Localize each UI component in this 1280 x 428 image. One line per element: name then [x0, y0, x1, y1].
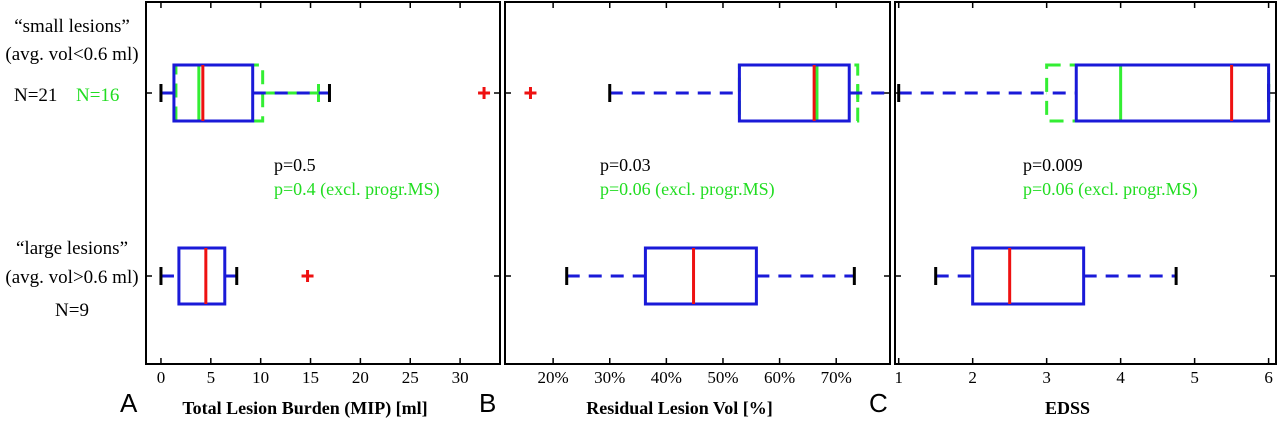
- x-tick-label: 40%: [651, 368, 682, 387]
- x-tick-label: 60%: [764, 368, 795, 387]
- x-tick-label: 6: [1264, 368, 1273, 387]
- panel-c: 1 2 3 4 5 6 p=0.009 p=0.06 (excl. progr.MS) C EDS…: [869, 1, 1277, 418]
- panel-frame: [894, 1, 1277, 365]
- panel-frame: [504, 1, 891, 365]
- large-all-outlier: [301, 270, 314, 282]
- small-lesions-n-excl: N=16: [76, 85, 119, 106]
- panel-b: 20% 30% 40% 50% 60% 70% p=0.03 p=0.06 (excl. pr…: [479, 1, 891, 418]
- x-tick-label: 25: [402, 368, 419, 387]
- large-lesions-subtitle: (avg. vol>0.6 ml): [5, 267, 138, 288]
- small-lesions-title: “small lesions”: [14, 16, 130, 37]
- x-tick-label: 0: [157, 368, 166, 387]
- p-value-excl: p=0.4 (excl. progr.MS): [274, 179, 440, 200]
- large-all-box: [971, 246, 1086, 306]
- panels: 0 5 10 15 20 25 30p=0.5p=0.4 (excl. progr.MS)A…: [120, 1, 1277, 419]
- small-lesions-subtitle: (avg. vol<0.6 ml): [5, 44, 138, 65]
- large-all-box: [177, 246, 227, 306]
- small-excl-box: [737, 63, 860, 123]
- small-excl-box: [174, 63, 265, 123]
- x-tick-label: 5: [1190, 368, 1199, 387]
- box-group: [159, 63, 491, 306]
- x-tick-label: 20: [352, 368, 369, 387]
- x-tick-label: 70%: [821, 368, 852, 387]
- small-excl-box: [1045, 63, 1271, 123]
- x-tick-label: 3: [1042, 368, 1051, 387]
- panel-a: 0 5 10 15 20 25 30 p=0.5 p=0.4 (excl. progr.MS) A…: [120, 1, 501, 419]
- x-axis-label: Residual Lesion Vol [%]: [586, 398, 773, 418]
- box-group: [524, 63, 890, 306]
- x-tick-label: 20%: [538, 368, 569, 387]
- p-value-all: p=0.03: [600, 155, 651, 175]
- x-axis-label: EDSS: [1045, 398, 1090, 418]
- p-value-all: p=0.5: [274, 155, 316, 175]
- x-tick-label: 30: [452, 368, 469, 387]
- panel-letter: B: [479, 388, 496, 418]
- panel-letter: A: [120, 388, 138, 418]
- x-tick-label: 1: [894, 368, 903, 387]
- x-tick-label: 10: [252, 368, 269, 387]
- x-axis-label: Total Lesion Burden (MIP) [ml]: [182, 398, 427, 419]
- small-all-box: [1074, 63, 1271, 123]
- x-tick-label: 50%: [707, 368, 738, 387]
- small-all-outlier: [524, 87, 537, 99]
- panel-frame: [145, 1, 501, 365]
- large-all-box: [643, 246, 758, 306]
- small-all-outlier: [478, 87, 491, 99]
- small-all-box: [737, 63, 851, 123]
- p-value-excl: p=0.06 (excl. progr.MS): [1023, 179, 1198, 200]
- x-tick-label: 15: [302, 368, 319, 387]
- box-group: [897, 63, 1271, 306]
- row-labels: “small lesions” (avg. vol<0.6 ml) N=21 N…: [5, 16, 138, 321]
- small-all-box: [172, 63, 255, 123]
- large-lesions-n-all: N=9: [55, 300, 89, 321]
- large-lesions-title: “large lesions”: [16, 238, 128, 259]
- panel-letter: C: [869, 388, 888, 418]
- x-tick-label: 5: [207, 368, 216, 387]
- small-lesions-n-all: N=21: [14, 85, 57, 106]
- x-tick-label: 2: [968, 368, 977, 387]
- x-tick-label: 4: [1116, 368, 1125, 387]
- p-value-all: p=0.009: [1023, 155, 1083, 175]
- x-tick-label: 30%: [594, 368, 625, 387]
- p-value-excl: p=0.06 (excl. progr.MS): [600, 179, 775, 200]
